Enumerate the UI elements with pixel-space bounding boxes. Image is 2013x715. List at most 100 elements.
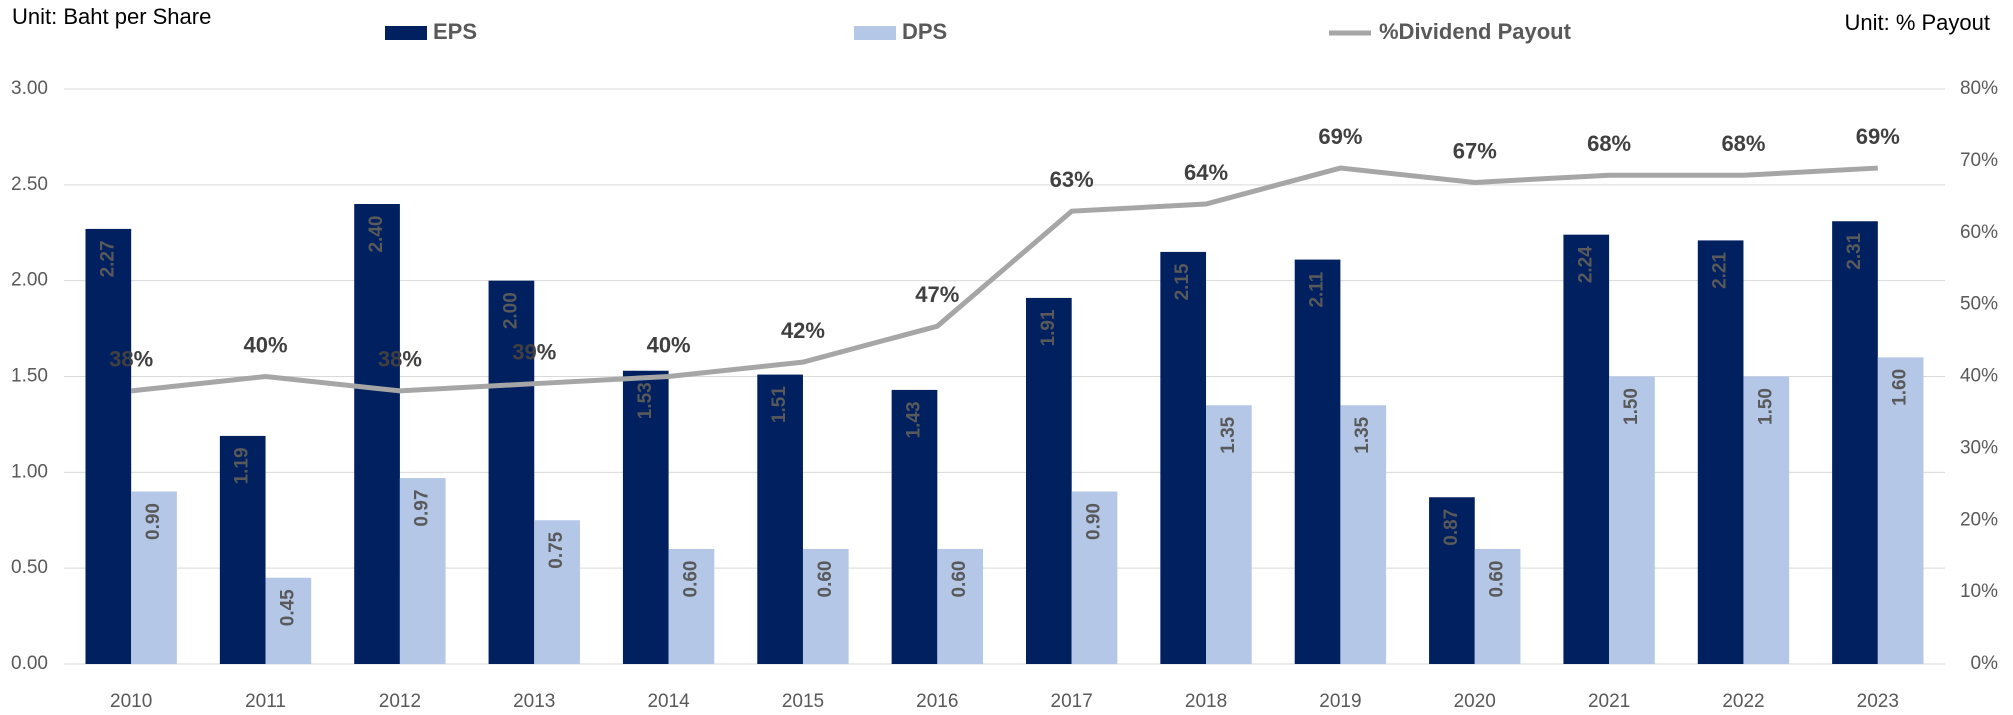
x-tick-label: 2021 xyxy=(1588,691,1630,712)
bar xyxy=(1340,405,1387,664)
x-tick-label: 2019 xyxy=(1319,691,1361,712)
value-label: 0.60 xyxy=(949,561,970,598)
bar xyxy=(622,370,669,664)
payout-label: 39% xyxy=(512,340,556,365)
value-label: 0.60 xyxy=(680,561,701,598)
payout-label: 68% xyxy=(1721,131,1765,156)
legend-label: EPS xyxy=(433,19,477,44)
y2-tick-label: 20% xyxy=(1960,509,1998,530)
y-tick-label: 2.50 xyxy=(11,174,48,195)
bar xyxy=(1609,376,1655,664)
value-label: 1.50 xyxy=(1621,388,1642,425)
value-label: 0.87 xyxy=(1441,509,1462,546)
value-label: 0.60 xyxy=(1487,561,1508,598)
y2-tick-label: 10% xyxy=(1960,581,1998,602)
value-label: 1.53 xyxy=(635,382,656,419)
bar xyxy=(219,435,266,664)
y-tick-label: 1.50 xyxy=(11,366,48,387)
bar xyxy=(1025,297,1072,664)
bar xyxy=(1071,491,1118,664)
payout-label: 68% xyxy=(1587,131,1631,156)
y2-tick-label: 70% xyxy=(1960,150,1998,171)
payout-label: 69% xyxy=(1856,124,1900,149)
value-label: 0.60 xyxy=(815,561,836,598)
legend-swatch xyxy=(854,26,896,40)
value-label: 0.90 xyxy=(1084,503,1105,540)
legend-label: %Dividend Payout xyxy=(1379,19,1572,44)
bar xyxy=(668,549,715,664)
bar xyxy=(534,520,580,664)
value-label: 0.75 xyxy=(546,531,567,568)
x-tick-label: 2017 xyxy=(1051,691,1093,712)
value-label: 1.50 xyxy=(1755,388,1776,425)
bar xyxy=(1697,240,1744,664)
payout-label: 64% xyxy=(1184,160,1228,185)
value-label: 2.24 xyxy=(1575,246,1596,283)
x-tick-label: 2015 xyxy=(782,691,824,712)
bar xyxy=(802,549,849,664)
value-label: 2.15 xyxy=(1172,263,1193,300)
y2-tick-label: 0% xyxy=(1971,653,1999,674)
value-label: 1.60 xyxy=(1890,369,1911,406)
payout-label: 38% xyxy=(109,347,153,372)
y-tick-label: 3.00 xyxy=(11,78,48,99)
value-label: 1.19 xyxy=(232,447,253,484)
bar xyxy=(85,228,132,664)
bar xyxy=(891,389,938,664)
x-tick-label: 2020 xyxy=(1454,691,1496,712)
y-tick-label: 0.00 xyxy=(11,653,48,674)
x-tick-label: 2014 xyxy=(647,691,690,712)
bar xyxy=(1877,357,1924,664)
right-unit: Unit: % Payout xyxy=(1844,10,1990,35)
value-label: 2.21 xyxy=(1710,251,1731,288)
y2-tick-label: 40% xyxy=(1960,366,1998,387)
y2-tick-label: 30% xyxy=(1960,437,1998,458)
payout-label: 40% xyxy=(244,332,288,357)
y-tick-label: 1.00 xyxy=(11,461,48,482)
bar xyxy=(354,204,400,664)
bar xyxy=(757,374,803,664)
bar xyxy=(1474,549,1521,664)
value-label: 1.35 xyxy=(1352,416,1373,453)
bar xyxy=(131,491,177,664)
value-label: 1.51 xyxy=(769,386,790,423)
bar xyxy=(488,280,535,664)
y2-tick-label: 60% xyxy=(1960,222,1998,243)
value-label: 1.35 xyxy=(1218,416,1239,453)
value-label: 0.90 xyxy=(143,503,164,540)
payout-label: 63% xyxy=(1050,167,1094,192)
bar xyxy=(399,478,446,664)
legend-swatch xyxy=(385,26,427,40)
bar xyxy=(937,549,984,664)
y-tick-label: 2.00 xyxy=(11,270,48,291)
x-tick-label: 2010 xyxy=(110,691,152,712)
bar xyxy=(1743,376,1790,664)
value-label: 1.43 xyxy=(903,401,924,438)
x-tick-label: 2023 xyxy=(1857,691,1899,712)
y2-tick-label: 50% xyxy=(1960,294,1998,315)
value-label: 2.00 xyxy=(500,292,521,329)
bar xyxy=(1429,497,1475,664)
value-label: 0.45 xyxy=(277,589,298,626)
bar xyxy=(1160,251,1207,664)
value-label: 0.97 xyxy=(412,490,433,527)
bar xyxy=(1294,259,1341,664)
value-label: 2.27 xyxy=(97,240,118,277)
payout-label: 67% xyxy=(1453,138,1497,163)
payout-label: 69% xyxy=(1318,124,1362,149)
value-label: 2.31 xyxy=(1844,232,1865,269)
x-tick-label: 2013 xyxy=(513,691,555,712)
bar xyxy=(1206,405,1252,664)
y2-tick-label: 80% xyxy=(1960,78,1998,99)
value-label: 1.91 xyxy=(1038,309,1059,346)
x-tick-label: 2022 xyxy=(1722,691,1764,712)
payout-label: 47% xyxy=(915,282,959,307)
payout-line xyxy=(130,165,1878,394)
x-tick-label: 2011 xyxy=(245,691,286,712)
x-tick-label: 2012 xyxy=(379,691,421,712)
legend-label: DPS xyxy=(902,19,947,44)
payout-label: 38% xyxy=(378,347,422,372)
left-unit: Unit: Baht per Share xyxy=(12,4,211,29)
value-label: 2.40 xyxy=(366,216,387,253)
